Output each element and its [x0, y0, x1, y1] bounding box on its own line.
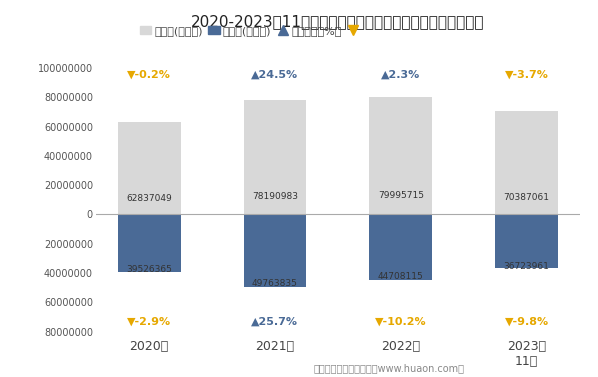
Text: ▼-10.2%: ▼-10.2%	[375, 317, 426, 327]
Text: 39526365: 39526365	[126, 265, 172, 274]
Text: ▲25.7%: ▲25.7%	[252, 317, 298, 327]
Text: 79995715: 79995715	[378, 192, 424, 201]
Text: 44708115: 44708115	[378, 272, 423, 281]
Text: 78190983: 78190983	[252, 192, 298, 201]
Title: 2020-2023年11月广东省商品收发货人所在地进、出口额统计: 2020-2023年11月广东省商品收发货人所在地进、出口额统计	[191, 14, 484, 29]
Text: 制图：华经产业研究院（www.huaon.com）: 制图：华经产业研究院（www.huaon.com）	[313, 363, 464, 373]
Bar	[243, 215, 306, 287]
Bar	[495, 215, 558, 268]
Text: 62837049: 62837049	[126, 195, 172, 204]
Text: 70387061: 70387061	[504, 193, 550, 202]
Text: ▲24.5%: ▲24.5%	[251, 69, 298, 79]
Bar	[495, 111, 558, 215]
Bar	[118, 215, 181, 273]
Text: ▼-9.8%: ▼-9.8%	[505, 317, 548, 327]
Text: ▼-2.9%: ▼-2.9%	[127, 317, 171, 327]
Text: ▼-0.2%: ▼-0.2%	[127, 69, 171, 79]
Text: ▼-3.7%: ▼-3.7%	[505, 69, 548, 79]
Text: 49763835: 49763835	[252, 279, 298, 288]
Bar	[370, 215, 432, 280]
Legend: 出口额(万美元), 进口额(万美元), 同比增长（%）, : 出口额(万美元), 进口额(万美元), 同比增长（%）,	[140, 26, 362, 36]
Bar	[243, 100, 306, 215]
Text: ▲2.3%: ▲2.3%	[381, 69, 420, 79]
Text: 36723961: 36723961	[504, 262, 550, 271]
Bar	[118, 123, 181, 215]
Bar	[370, 97, 432, 215]
